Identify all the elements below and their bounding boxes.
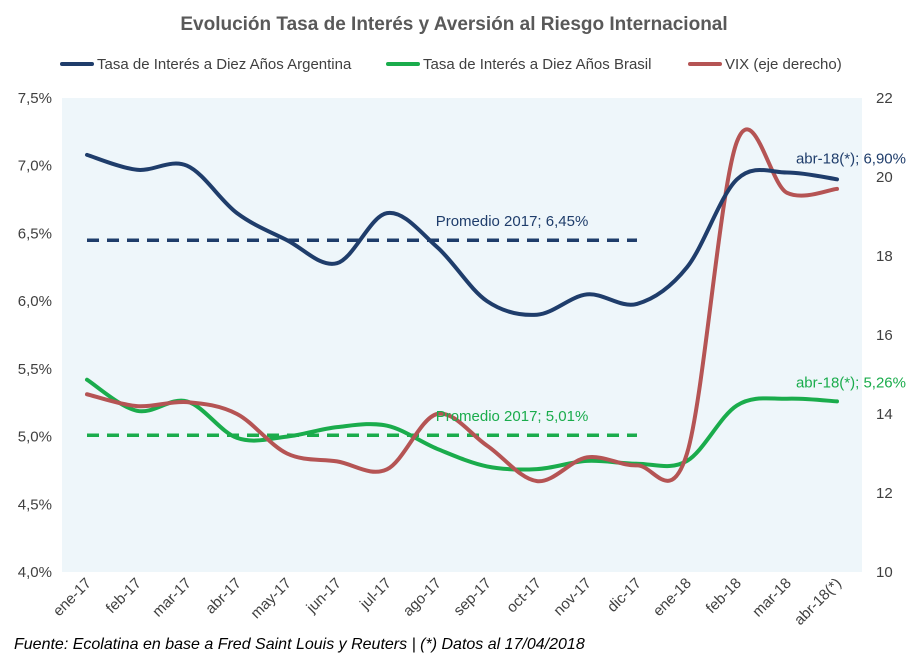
x-tick-label: oct-17 [503,575,545,617]
series-line-argentina [85,152,839,317]
legend-entry-argentina: Tasa de Interés a Diez Años Argentina [60,56,352,73]
x-tick-label: feb-18 [703,575,745,617]
reference-label-argentina: Promedio 2017; 6,45% [436,213,589,230]
series-line-brasil [85,377,839,472]
right-tick-label: 10 [876,564,893,581]
x-axis: ene-17 feb-17 mar-17 abr-17 may-17 jun-17 jul-… [50,575,845,629]
x-tick-label: ago-17 [400,575,445,620]
x-tick-label: ene-17 [50,575,95,620]
legend: Tasa de Interés a Diez Años Argentina Ta… [60,56,842,73]
left-tick-label: 4,0% [18,564,52,581]
left-axis: 4,0% 4,5% 5,0% 5,5% 6,0% 6,5% 7,0% 7,5% [18,90,52,581]
x-tick-label: ene-18 [650,575,695,620]
right-tick-label: 20 [876,169,893,186]
left-tick-label: 4,5% [18,496,52,513]
left-tick-label: 6,5% [18,225,52,242]
legend-label-argentina: Tasa de Interés a Diez Años Argentina [97,56,352,73]
chart: Evolución Tasa de Interés y Aversión al … [18,14,906,629]
legend-entry-vix: VIX (eje derecho) [688,56,842,73]
x-tick-label: mar-17 [149,575,195,621]
left-tick-label: 6,0% [18,293,52,310]
x-tick-label: jun-17 [303,575,345,617]
annotation-brasil: abr-18(*); 5,26% [796,374,906,391]
left-tick-label: 5,5% [18,361,52,378]
right-tick-label: 12 [876,485,893,502]
series-lines [85,127,839,484]
x-tick-label: sep-17 [450,575,494,619]
right-tick-label: 14 [876,406,893,423]
right-axis: 10 12 14 16 18 20 22 [876,90,893,581]
left-tick-label: 7,0% [18,158,52,175]
right-tick-label: 18 [876,248,893,265]
left-tick-label: 7,5% [18,90,52,107]
x-tick-label: abr-17 [202,575,245,618]
x-tick-label: jul-17 [356,575,395,614]
x-tick-label: abr-18(*) [791,575,845,629]
x-tick-label: dic-17 [604,575,645,616]
x-tick-label: mar-18 [749,575,795,621]
legend-label-brasil: Tasa de Interés a Diez Años Brasil [423,56,651,73]
right-tick-label: 22 [876,90,893,107]
chart-title: Evolución Tasa de Interés y Aversión al … [180,14,727,35]
reference-lines [87,238,637,437]
x-tick-label: nov-17 [550,575,594,619]
series-line-vix [85,127,839,484]
annotation-argentina: abr-18(*); 6,90% [796,150,906,167]
left-tick-label: 5,0% [18,429,52,446]
reference-label-brasil: Promedio 2017; 5,01% [436,408,589,425]
chart-source: Fuente: Ecolatina en base a Fred Saint L… [14,636,585,653]
x-tick-label: feb-17 [103,575,145,617]
legend-label-vix: VIX (eje derecho) [725,56,842,73]
plot-area [62,98,862,572]
right-tick-label: 16 [876,327,893,344]
legend-entry-brasil: Tasa de Interés a Diez Años Brasil [386,56,651,73]
x-tick-label: may-17 [247,575,294,622]
